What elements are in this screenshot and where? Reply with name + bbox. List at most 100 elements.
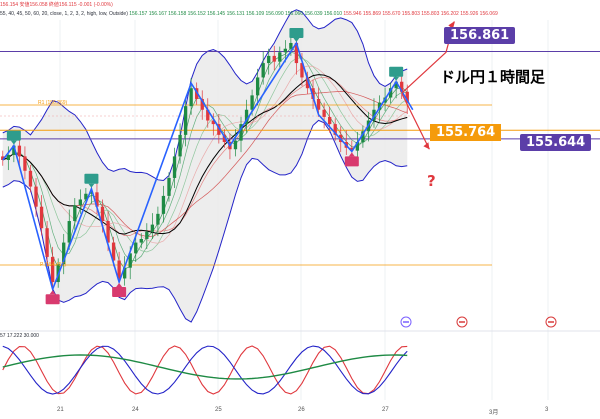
x-tick-label: 26	[298, 407, 305, 413]
candle-body	[355, 142, 360, 151]
prediction-down-path	[401, 92, 430, 150]
indicator-value: 156.158	[166, 11, 187, 17]
candle-body	[73, 205, 77, 222]
candle-body	[139, 238, 143, 243]
candle	[328, 106, 332, 133]
candle-body	[211, 120, 215, 125]
pivot-p-label: P (154.451)	[40, 262, 67, 268]
indicator-value: 156.152	[186, 11, 206, 17]
candle	[156, 206, 160, 237]
marker-box	[45, 294, 60, 305]
indicator-value: 156.131	[225, 11, 245, 17]
candle-body	[244, 109, 249, 125]
candle-body	[300, 63, 304, 78]
marker-box	[389, 66, 404, 77]
candle	[388, 82, 393, 104]
candle-body	[183, 106, 188, 135]
candle-body	[222, 134, 227, 143]
marker-box	[112, 287, 127, 298]
candle	[255, 68, 260, 106]
x-tick-label: 3	[545, 407, 549, 413]
candle	[39, 195, 44, 236]
chart-annotation-title: ドル円１時間足	[440, 68, 546, 86]
candle-body	[111, 242, 116, 261]
candle	[150, 213, 155, 239]
oscillator-panel	[0, 330, 600, 395]
question-mark-annotation: ?	[427, 172, 436, 190]
candle-body	[250, 95, 254, 110]
candle-body	[178, 134, 182, 157]
candle-body	[12, 145, 16, 155]
candle	[322, 102, 326, 129]
swing-low-marker	[45, 290, 60, 305]
x-tick-label: 24	[132, 407, 139, 413]
candle-body	[134, 242, 138, 254]
candle-body	[289, 42, 293, 49]
candle-body	[50, 256, 55, 283]
candle-body	[377, 102, 382, 110]
ma-line	[2, 65, 408, 244]
indicator-value: 156.066	[283, 11, 304, 17]
marker-pointer	[293, 37, 300, 42]
candle	[316, 87, 321, 117]
bb-lower	[2, 119, 408, 323]
candle-body	[62, 242, 66, 265]
candle	[23, 146, 27, 180]
candle-body	[67, 221, 71, 243]
candle	[355, 132, 360, 160]
candle	[261, 51, 265, 85]
prediction-up-arrowhead	[448, 21, 455, 29]
price-label-high: 156.861	[444, 27, 516, 44]
candle-body	[78, 199, 82, 206]
indicator-value: 156.010	[322, 11, 343, 17]
candle	[333, 118, 337, 141]
x-tick-label: 27	[382, 407, 389, 413]
candle	[239, 116, 243, 153]
swing-low-marker	[112, 283, 127, 298]
marker-pointer	[393, 76, 400, 81]
candle-body	[200, 98, 204, 110]
candle-body	[1, 156, 5, 160]
indicator-value: 156.069	[478, 11, 498, 17]
oscillator-line	[2, 354, 408, 380]
swing-high-marker	[389, 66, 404, 81]
marker-box	[84, 173, 99, 184]
candle	[45, 221, 49, 269]
candle	[62, 233, 66, 275]
candle-body	[333, 124, 337, 135]
candle-body	[361, 131, 365, 143]
candle	[267, 48, 271, 75]
marker-pointer	[49, 290, 56, 295]
candle-body	[45, 228, 49, 257]
candle	[6, 146, 10, 171]
candle-body	[172, 156, 177, 178]
x-tick-label: 21	[57, 407, 64, 413]
candle-body	[167, 177, 171, 196]
candle	[34, 177, 38, 217]
candle	[145, 223, 149, 250]
candle-body	[84, 193, 88, 200]
candle	[211, 113, 215, 136]
x-tick-label: 3月	[489, 410, 499, 416]
swing-high-marker	[289, 27, 304, 42]
candle-body	[267, 55, 271, 64]
oscillator-readout: 57 17.222 30.000	[0, 333, 39, 339]
zigzag-path	[2, 41, 414, 292]
indicator-value: 155.803	[419, 11, 440, 17]
candle	[139, 233, 143, 249]
pivot-r1-label: R1 (156.269)	[38, 100, 68, 106]
candle-body	[156, 213, 160, 225]
indicator-value: 156.090	[264, 11, 284, 17]
candle	[123, 256, 127, 286]
marker-box	[289, 27, 304, 38]
candle-body	[394, 81, 398, 89]
marker-pointer	[116, 283, 123, 288]
candle	[1, 150, 5, 166]
candle	[167, 172, 171, 202]
candle-body	[283, 48, 287, 53]
candle-body	[311, 88, 315, 99]
candle	[172, 147, 177, 188]
event-icons	[400, 316, 557, 328]
candle	[305, 71, 310, 94]
oscillator-line	[2, 345, 408, 395]
